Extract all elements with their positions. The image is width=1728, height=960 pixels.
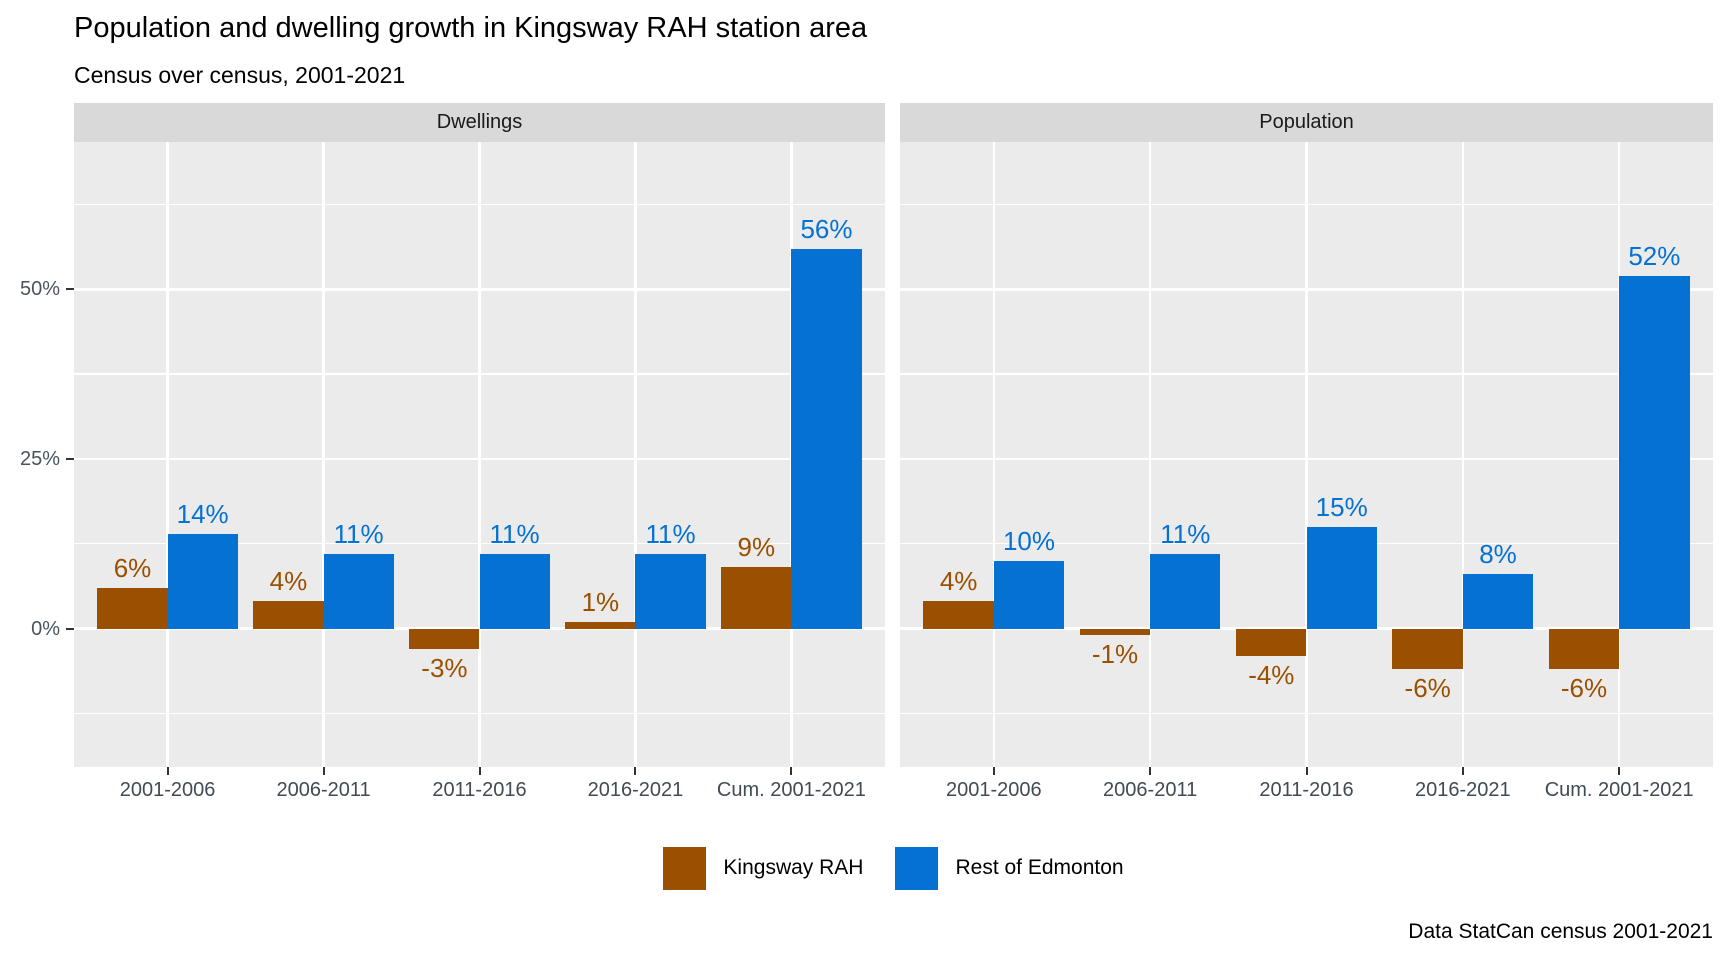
legend-swatch-rest-of-edmonton (895, 846, 939, 890)
bar-value-label-kingsway-rah: -1% (1091, 639, 1139, 670)
bar-value-label-rest-of-edmonton: 15% (1315, 491, 1368, 522)
x-tick-mark (166, 767, 169, 775)
gridline-vertical (322, 142, 325, 767)
x-tick-mark (1149, 767, 1152, 775)
bar-value-label-rest-of-edmonton: 10% (1002, 525, 1056, 556)
bar-kingsway-rah-2011-2016 (1236, 628, 1307, 656)
facet-strip-dwellings: Dwellings (74, 103, 885, 142)
bar-value-label-kingsway-rah: 4% (939, 566, 978, 597)
bar-kingsway-rah-2001-2006 (923, 601, 994, 629)
bar-kingsway-rah-cum-2001-2021 (721, 567, 792, 629)
x-tick-label: 2006-2011 (276, 779, 371, 801)
bar-rest-of-edmonton-cum-2001-2021 (791, 248, 862, 629)
x-tick-mark (322, 767, 325, 775)
y-tick-mark (66, 288, 74, 291)
gridline-vertical (1148, 142, 1152, 767)
gridline-vertical (1305, 142, 1308, 767)
x-tick-label: 2001-2006 (945, 779, 1042, 801)
bar-rest-of-edmonton-2011-2016 (479, 553, 550, 629)
x-tick-mark (634, 767, 637, 775)
y-tick-label: 50% (19, 278, 60, 301)
facet-panel-population: 4% -1% -4% -6% -6% 10% 11% 15% 8% 52% (900, 142, 1713, 767)
legend-swatch-kingsway-rah (663, 846, 707, 890)
facet-panel-dwellings: 6% 4% -3% 1% 9% 14% 11% 11% 11% 56% (74, 142, 885, 767)
gridline-vertical (1461, 142, 1465, 767)
x-tick-mark (478, 767, 481, 775)
bar-value-label-kingsway-rah: 6% (113, 552, 152, 583)
x-tick-mark (790, 767, 793, 775)
x-tick-mark (1618, 767, 1621, 775)
bar-value-label-rest-of-edmonton: 14% (176, 498, 229, 529)
facet-strip-population: Population (900, 103, 1713, 142)
x-tick-label: 2011-2016 (1259, 779, 1354, 801)
bar-rest-of-edmonton-2001-2006 (167, 533, 238, 629)
bar-kingsway-rah-2001-2006 (97, 587, 168, 629)
bar-value-label-kingsway-rah: -3% (421, 652, 468, 683)
bar-kingsway-rah-2011-2016 (409, 628, 480, 649)
gridline-vertical (166, 142, 169, 767)
bar-rest-of-edmonton-2016-2021 (635, 553, 706, 629)
bar-rest-of-edmonton-cum-2001-2021 (1619, 275, 1690, 629)
bar-value-label-rest-of-edmonton: 11% (333, 518, 384, 549)
bar-value-label-rest-of-edmonton: 56% (800, 213, 853, 244)
legend-label: Kingsway RAH (723, 856, 864, 879)
bar-kingsway-rah-2006-2011 (253, 601, 324, 629)
bar-value-label-rest-of-edmonton: 52% (1628, 240, 1681, 271)
bar-rest-of-edmonton-2011-2016 (1306, 526, 1377, 629)
y-tick-label: 25% (19, 447, 60, 470)
x-tick-label: 2016-2021 (587, 779, 684, 801)
legend-label: Rest of Edmonton (955, 856, 1124, 879)
y-tick-label: 0% (31, 617, 60, 640)
y-tick-mark (66, 457, 74, 460)
chart-caption: Data StatCan census 2001-2021 (1408, 920, 1713, 943)
x-tick-mark (1461, 767, 1464, 775)
bar-value-label-rest-of-edmonton: 11% (1160, 518, 1211, 549)
bar-value-label-kingsway-rah: -6% (1560, 673, 1608, 704)
bar-rest-of-edmonton-2001-2006 (993, 560, 1065, 629)
x-tick-label: 2001-2006 (119, 779, 216, 801)
x-tick-label: Cum. 2001-2021 (1544, 779, 1694, 801)
bar-value-label-rest-of-edmonton: 11% (489, 518, 540, 549)
bar-value-label-rest-of-edmonton: 8% (1479, 539, 1517, 570)
legend-item-rest-of-edmonton: Rest of Edmonton (895, 846, 1124, 890)
bar-value-label-kingsway-rah: 9% (737, 532, 776, 563)
bar-kingsway-rah-2016-2021 (565, 621, 636, 629)
gridline-vertical (634, 142, 637, 767)
y-tick-mark (66, 627, 74, 630)
bar-value-label-kingsway-rah: -6% (1404, 673, 1451, 704)
x-tick-label: 2006-2011 (1103, 779, 1198, 801)
bar-rest-of-edmonton-2006-2011 (1150, 553, 1221, 629)
bar-rest-of-edmonton-2006-2011 (323, 553, 394, 629)
legend: Kingsway RAH Rest of Edmonton (74, 845, 1713, 891)
legend-item-kingsway-rah: Kingsway RAH (663, 846, 864, 890)
x-tick-label: Cum. 2001-2021 (716, 779, 866, 801)
x-tick-label: 2011-2016 (432, 779, 527, 801)
bar-value-label-kingsway-rah: -4% (1248, 659, 1295, 690)
bar-value-label-kingsway-rah: 1% (581, 586, 620, 617)
chart-subtitle: Census over census, 2001-2021 (74, 62, 406, 88)
x-tick-mark (1305, 767, 1308, 775)
chart-title: Population and dwelling growth in Kingsw… (74, 12, 868, 44)
x-tick-mark (992, 767, 995, 775)
bar-kingsway-rah-2016-2021 (1392, 628, 1463, 670)
bar-kingsway-rah-cum-2001-2021 (1548, 628, 1620, 670)
bar-value-label-rest-of-edmonton: 11% (645, 518, 696, 549)
gridline-vertical (992, 142, 996, 767)
gridline-vertical (478, 142, 481, 767)
bar-value-label-kingsway-rah: 4% (269, 566, 308, 597)
bar-rest-of-edmonton-2016-2021 (1462, 574, 1534, 629)
x-tick-label: 2016-2021 (1415, 779, 1511, 801)
bar-kingsway-rah-2006-2011 (1079, 628, 1151, 636)
